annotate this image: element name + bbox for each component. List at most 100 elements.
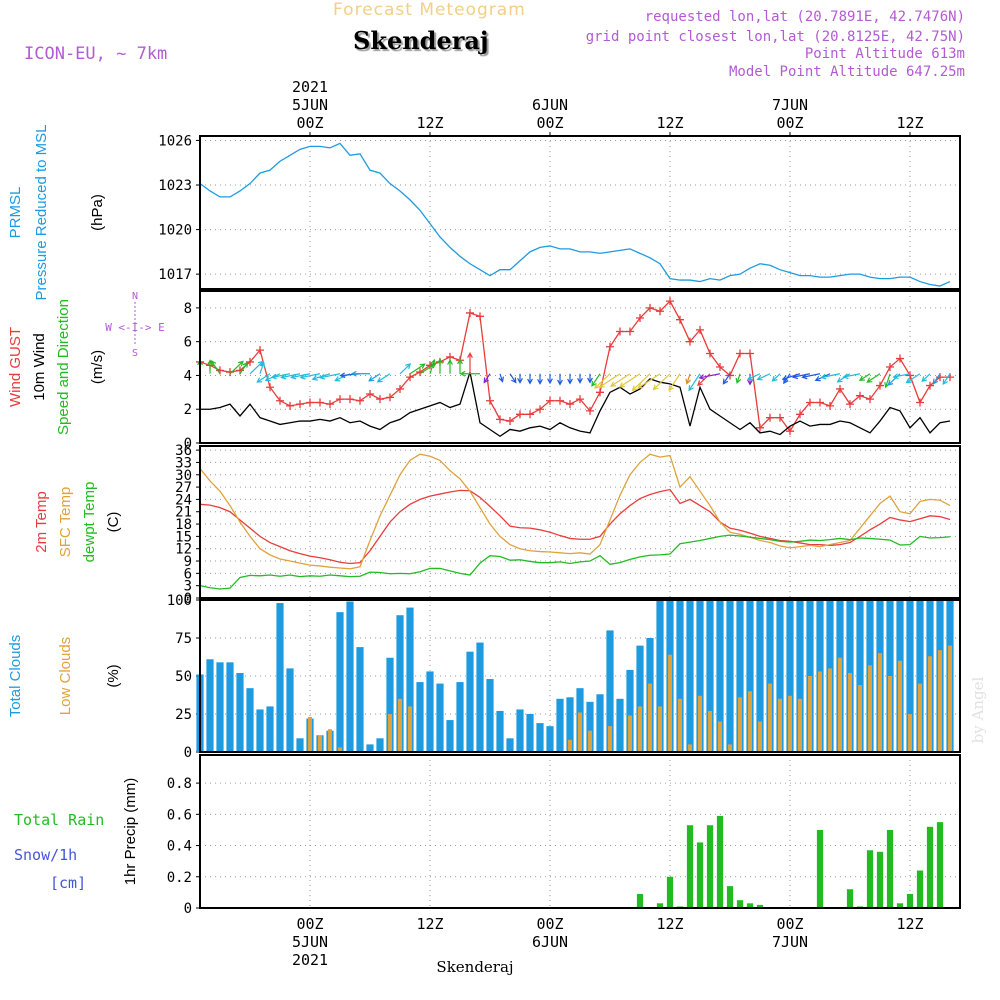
clouds-bar: [568, 739, 572, 752]
clouds-bar: [948, 645, 952, 752]
clouds-bar: [286, 668, 294, 752]
wind-arrow-head: [567, 378, 573, 385]
clouds-bar: [388, 714, 392, 752]
ytick-label: 1020: [158, 223, 192, 239]
series-line: [199, 488, 951, 565]
clouds-bar: [818, 671, 822, 752]
wind-arrow-head: [610, 381, 617, 387]
temperature-ylabel: 2m Temp: [33, 491, 50, 552]
model-label: ICON-EU, ~ 7km: [24, 44, 168, 64]
gust-marker: [786, 427, 794, 436]
ytick-label: 30: [175, 468, 192, 484]
ytick-label: 21: [175, 505, 192, 521]
time-label-top: 5JUN: [292, 96, 328, 114]
wind-direction-arrow: [281, 373, 301, 379]
wind-direction-arrow: [859, 373, 871, 381]
clouds-bar: [256, 709, 264, 752]
clouds-frame: [199, 599, 961, 753]
wind-direction-arrow: [821, 373, 841, 379]
gust-marker: [396, 384, 404, 393]
gust-marker: [596, 388, 604, 397]
gust-marker: [866, 395, 874, 404]
wind-arrow-head: [781, 375, 788, 381]
wind-arrow-head: [866, 377, 873, 383]
ytick-label: 0: [184, 436, 192, 452]
ytick-label: 12: [175, 542, 192, 558]
wind-arrow-head: [892, 373, 899, 380]
clouds-bar: [628, 715, 632, 752]
wind-arrow-head: [350, 370, 357, 377]
gust-marker: [656, 307, 664, 316]
compass-s: S: [132, 348, 138, 359]
wind-direction-arrow: [499, 373, 504, 382]
time-label-bottom: 6JUN: [532, 933, 568, 951]
gust-marker: [706, 349, 714, 358]
gust-marker: [576, 395, 584, 404]
wind-arrow-head: [311, 375, 318, 381]
wind-direction-arrow: [722, 373, 731, 385]
precip-bar: [906, 893, 914, 908]
wind-direction-arrow: [942, 373, 951, 385]
precip-bar: [656, 903, 664, 908]
precip-bar: [696, 842, 704, 908]
wind-arrow-head: [290, 373, 297, 380]
gust-marker: [896, 354, 904, 363]
time-label-bottom: 5JUN: [292, 933, 328, 951]
precip-legend-label: Snow/1h: [14, 846, 77, 864]
ytick-label: 0.4: [167, 839, 192, 855]
clouds-bar: [526, 714, 534, 752]
gust-marker: [266, 383, 274, 392]
watermark: by Angel: [969, 676, 987, 743]
clouds-bar: [698, 695, 702, 752]
clouds-bar: [788, 695, 792, 752]
wind-arrow-head: [517, 377, 523, 384]
wind-arrow-head: [842, 373, 849, 380]
gust-marker: [856, 391, 864, 400]
wind-arrow-head: [618, 382, 625, 388]
time-label-top: 00Z: [776, 114, 803, 132]
wind-ylabel: Wind GUST: [7, 327, 24, 407]
clouds-bar: [436, 683, 444, 752]
ytick-label: 1023: [158, 178, 192, 194]
clouds-bar: [578, 712, 582, 752]
temperature-ylabel: SFC Temp: [57, 487, 74, 558]
clouds-bar: [276, 603, 284, 752]
clouds-bar: [206, 659, 214, 752]
ytick-label: 0: [184, 901, 192, 917]
clouds-bar: [346, 601, 354, 752]
clouds-bar: [736, 600, 744, 752]
gust-marker: [566, 400, 574, 409]
gust-marker: [846, 400, 854, 409]
clouds-bar: [648, 683, 652, 752]
gust-marker: [696, 325, 704, 334]
wind-direction-arrow: [368, 373, 381, 382]
clouds-bar: [606, 630, 614, 752]
wind-direction-arrow: [792, 373, 811, 378]
wind-direction-arrow: [399, 363, 411, 375]
wind-direction-arrow: [509, 373, 517, 383]
temperature-ylabel: dewpt Temp: [81, 482, 98, 563]
clouds-bar: [386, 657, 394, 752]
wind-arrow-head: [511, 377, 517, 384]
clouds-bar: [686, 600, 694, 752]
clouds-bar: [716, 600, 724, 752]
pressure-frame: [199, 135, 961, 290]
wind-arrow-head: [339, 372, 346, 379]
clouds-bar: [688, 744, 692, 752]
clouds-bar: [516, 709, 524, 752]
clouds-bar: [636, 645, 644, 752]
precip-panel: [196, 754, 961, 909]
wind-arrow-head: [527, 378, 533, 385]
wind-direction-arrow: [932, 373, 941, 385]
precip-bar: [666, 876, 674, 908]
series-line: [200, 371, 951, 438]
wind-direction-arrow: [906, 373, 921, 384]
wind-direction-arrow: [686, 373, 691, 384]
wind-direction-arrow: [893, 373, 911, 378]
point-altitude: Point Altitude 613m: [804, 46, 965, 62]
precip-bar: [816, 829, 824, 908]
time-label-top: 2021: [292, 78, 328, 96]
ytick-label: 24: [175, 492, 192, 508]
time-label-top: 7JUN: [772, 96, 808, 114]
